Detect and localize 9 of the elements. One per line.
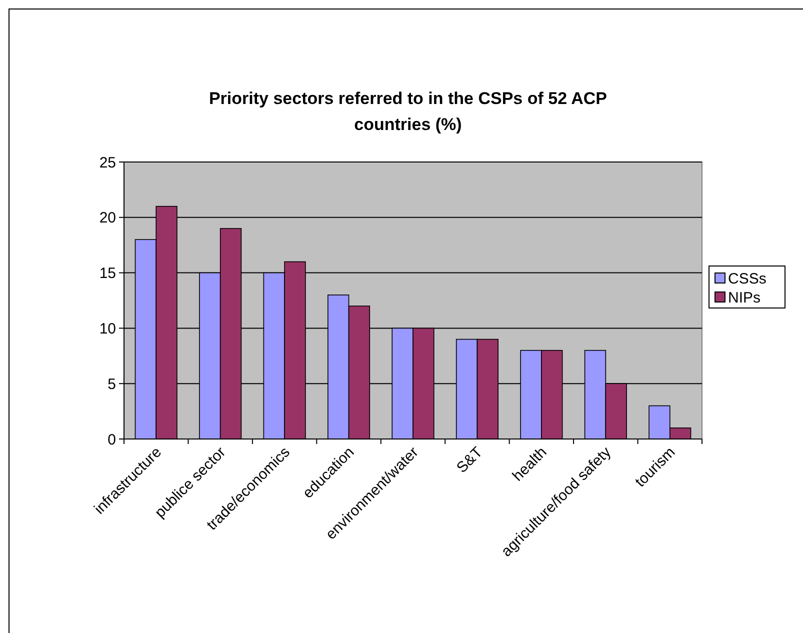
legend-label: NIPs xyxy=(728,289,761,306)
y-tick-label: 25 xyxy=(99,154,116,172)
chart-title: Priority sectors referred to in the CSPs of 52 ACP countries (%) xyxy=(208,89,608,134)
y-tick-label: 15 xyxy=(99,265,116,282)
y-tick-label: 10 xyxy=(99,320,116,338)
legend-label: CSSs xyxy=(728,270,766,288)
y-tick-label: 20 xyxy=(99,210,116,227)
y-tick-label: 0 xyxy=(108,431,116,448)
y-tick-label: 5 xyxy=(108,376,116,393)
